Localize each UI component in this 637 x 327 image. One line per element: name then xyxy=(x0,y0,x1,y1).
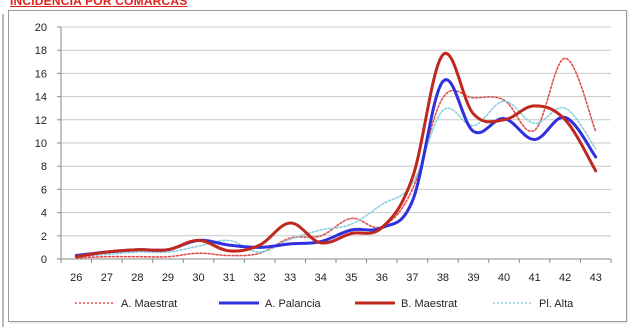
x-tick-label: 39 xyxy=(467,272,479,284)
page-title: INCIDENCIA POR COMARCAS xyxy=(10,0,188,8)
y-tick-label: 12 xyxy=(35,115,47,127)
x-tick-label: 35 xyxy=(345,272,357,284)
x-tick-label: 36 xyxy=(376,272,388,284)
y-tick-label: 4 xyxy=(41,208,47,220)
x-tick-label: 30 xyxy=(192,272,204,284)
y-tick-label: 0 xyxy=(41,254,47,266)
x-tick-label: 29 xyxy=(162,272,174,284)
left-margin-rule xyxy=(2,14,4,327)
y-tick-label: 14 xyxy=(35,92,47,104)
x-tick-label: 40 xyxy=(498,272,510,284)
x-tick-label: 38 xyxy=(437,272,449,284)
y-tick-label: 20 xyxy=(35,22,47,34)
x-tick-label: 33 xyxy=(284,272,296,284)
x-tick-label: 26 xyxy=(70,272,82,284)
legend-label: A. Maestrat xyxy=(121,298,177,310)
series-line-pl-alta xyxy=(75,100,597,258)
legend-label: A. Palancia xyxy=(265,298,322,310)
x-tick-label: 43 xyxy=(590,272,602,284)
y-tick-label: 16 xyxy=(35,68,47,80)
y-tick-label: 8 xyxy=(41,161,47,173)
y-tick-label: 18 xyxy=(35,45,47,57)
x-tick-label: 37 xyxy=(406,272,418,284)
x-tick-label: 42 xyxy=(559,272,571,284)
x-tick-label: 34 xyxy=(315,272,327,284)
chart-frame: 0 2 4 6 8 10 12 14 16 18 20 26 27 28 29 30 31 32 33 34 35 36 3… xyxy=(8,10,627,322)
legend-label: B. Maestrat xyxy=(401,298,457,310)
x-tick-label: 27 xyxy=(101,272,113,284)
line-chart: 0 2 4 6 8 10 12 14 16 18 20 26 27 28 29 30 31 32 33 34 35 36 3… xyxy=(35,22,612,310)
y-tick-label: 10 xyxy=(35,138,47,150)
x-tick-label: 32 xyxy=(253,272,265,284)
series-line-b-maestrat xyxy=(74,51,598,259)
x-tick-label: 31 xyxy=(223,272,235,284)
series-line-a-palancia xyxy=(74,78,598,257)
x-tick-label: 28 xyxy=(131,272,143,284)
series-line-a-maestrat xyxy=(75,57,597,259)
y-tick-label: 2 xyxy=(41,231,47,243)
legend-label: Pl. Alta xyxy=(539,298,574,310)
y-tick-label: 6 xyxy=(41,184,47,196)
x-tick-label: 41 xyxy=(528,272,540,284)
